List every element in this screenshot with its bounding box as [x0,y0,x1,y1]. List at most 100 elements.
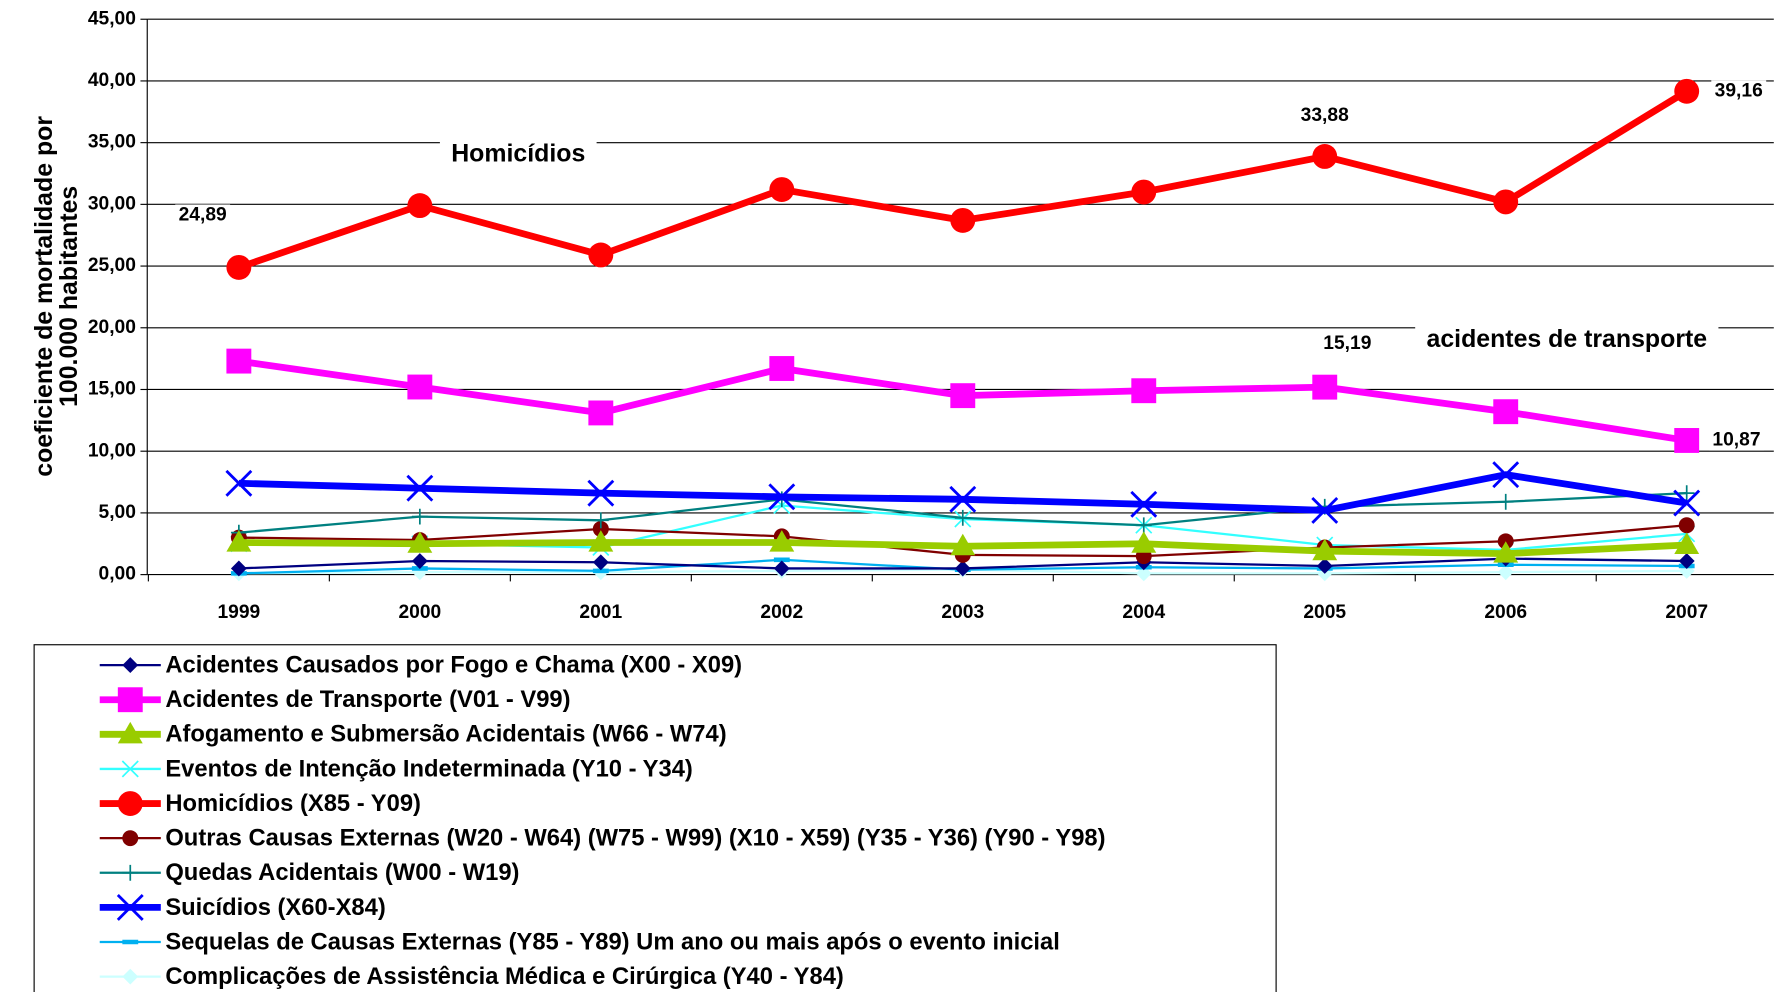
x-tick-label: 2005 [1303,602,1346,623]
annotation-background [439,137,597,170]
marker [406,474,434,502]
marker [1674,78,1700,104]
marker [1135,517,1152,534]
legend-label: Homicídios (X85 - Y09) [165,790,421,817]
x-tick-label: 2006 [1484,602,1527,623]
legend-marker [117,687,143,713]
marker [1678,553,1695,569]
marker [773,560,790,577]
x-tick-label: 2000 [398,602,441,623]
y-tick-label: 5,00 [99,502,136,523]
x-tick-label: 2007 [1665,602,1708,623]
y-tick-label: 30,00 [88,193,136,214]
legend-label: Complicações de Assistência Médica e Cir… [165,963,843,990]
marker [1312,538,1338,561]
marker [769,356,795,381]
marker [592,554,609,571]
legend-label: Eventos de Intenção Indeterminada (Y10 -… [165,755,693,782]
marker [1493,189,1519,215]
value-label-background [1709,429,1764,451]
marker [592,520,609,537]
marker [1131,378,1157,404]
legend-label: Suicídios (X60-X84) [165,894,385,921]
y-tick-label: 45,00 [88,8,136,29]
marker [587,479,615,507]
marker [592,512,609,529]
legend-marker [117,721,143,744]
legend-marker [122,830,139,847]
marker [950,207,976,233]
legend-label: Quedas Acidentais (W00 - W19) [165,859,519,886]
marker [1678,517,1695,534]
legend-marker [122,968,139,985]
series-line [237,88,1689,271]
marker [407,193,433,219]
marker [1493,399,1519,425]
marker [588,242,614,268]
marker [1312,374,1338,400]
marker [588,400,614,426]
y-tick-label: 20,00 [88,317,136,338]
marker [226,348,252,374]
legend-label: Afogamento e Submersão Acidentais (W66 -… [165,721,726,748]
marker [407,374,433,400]
marker [768,483,796,511]
legend-box [33,644,1277,992]
legend-label: Acidentes de Transporte (V01 - V99) [165,686,570,713]
marker [1678,485,1695,502]
legend-marker [116,893,144,921]
marker [1674,428,1700,453]
x-tick-label: 2002 [760,602,803,623]
y-tick-label: 25,00 [88,255,136,276]
y-tick-label: 15,00 [88,379,136,400]
marker [1493,541,1519,563]
marker [225,469,253,497]
marker [954,509,971,526]
x-tick-label: 2004 [1122,602,1165,623]
marker [407,531,433,553]
annotation: Homicídios [451,140,585,168]
marker [226,254,252,280]
legend-marker [121,760,139,778]
x-tick-label: 2001 [579,602,622,623]
marker [1673,489,1701,517]
x-tick-label: 1999 [217,602,260,623]
marker [1131,179,1157,205]
marker [1674,532,1700,555]
value-label: 33,88 [1301,105,1349,126]
x-tick-label: 2003 [941,602,984,623]
marker [1131,531,1157,553]
y-tick-label: 35,00 [88,132,136,153]
marker [1497,564,1514,581]
marker [226,530,252,552]
marker [769,530,795,552]
marker [949,485,977,513]
y-tick-label: 40,00 [88,70,136,91]
marker [1492,461,1520,489]
marker [1130,490,1158,518]
marker [950,533,976,556]
value-label: 15,19 [1323,333,1371,354]
marker [411,553,428,569]
marker [1497,493,1514,510]
marker [1311,496,1339,524]
value-label-background [1319,333,1375,355]
marker [411,564,428,581]
marker [769,177,795,202]
marker [950,383,976,409]
value-label: 24,89 [179,204,227,225]
marker [588,530,614,552]
value-label-background [1711,80,1767,102]
legend-label: Acidentes Causados por Fogo e Chama (X00… [165,652,742,679]
value-label-background [1297,104,1353,126]
y-tick-label: 10,00 [88,440,136,461]
series-line [238,471,1688,514]
y-tick-label: 0,00 [99,564,136,585]
annotation-background [1415,322,1719,356]
y-axis-label: coeficiente de mortalidade por [30,116,58,477]
y-axis-label: 100.000 habitantes [55,186,83,407]
marker [1312,144,1338,169]
legend-marker [122,864,139,881]
marker [411,508,428,525]
